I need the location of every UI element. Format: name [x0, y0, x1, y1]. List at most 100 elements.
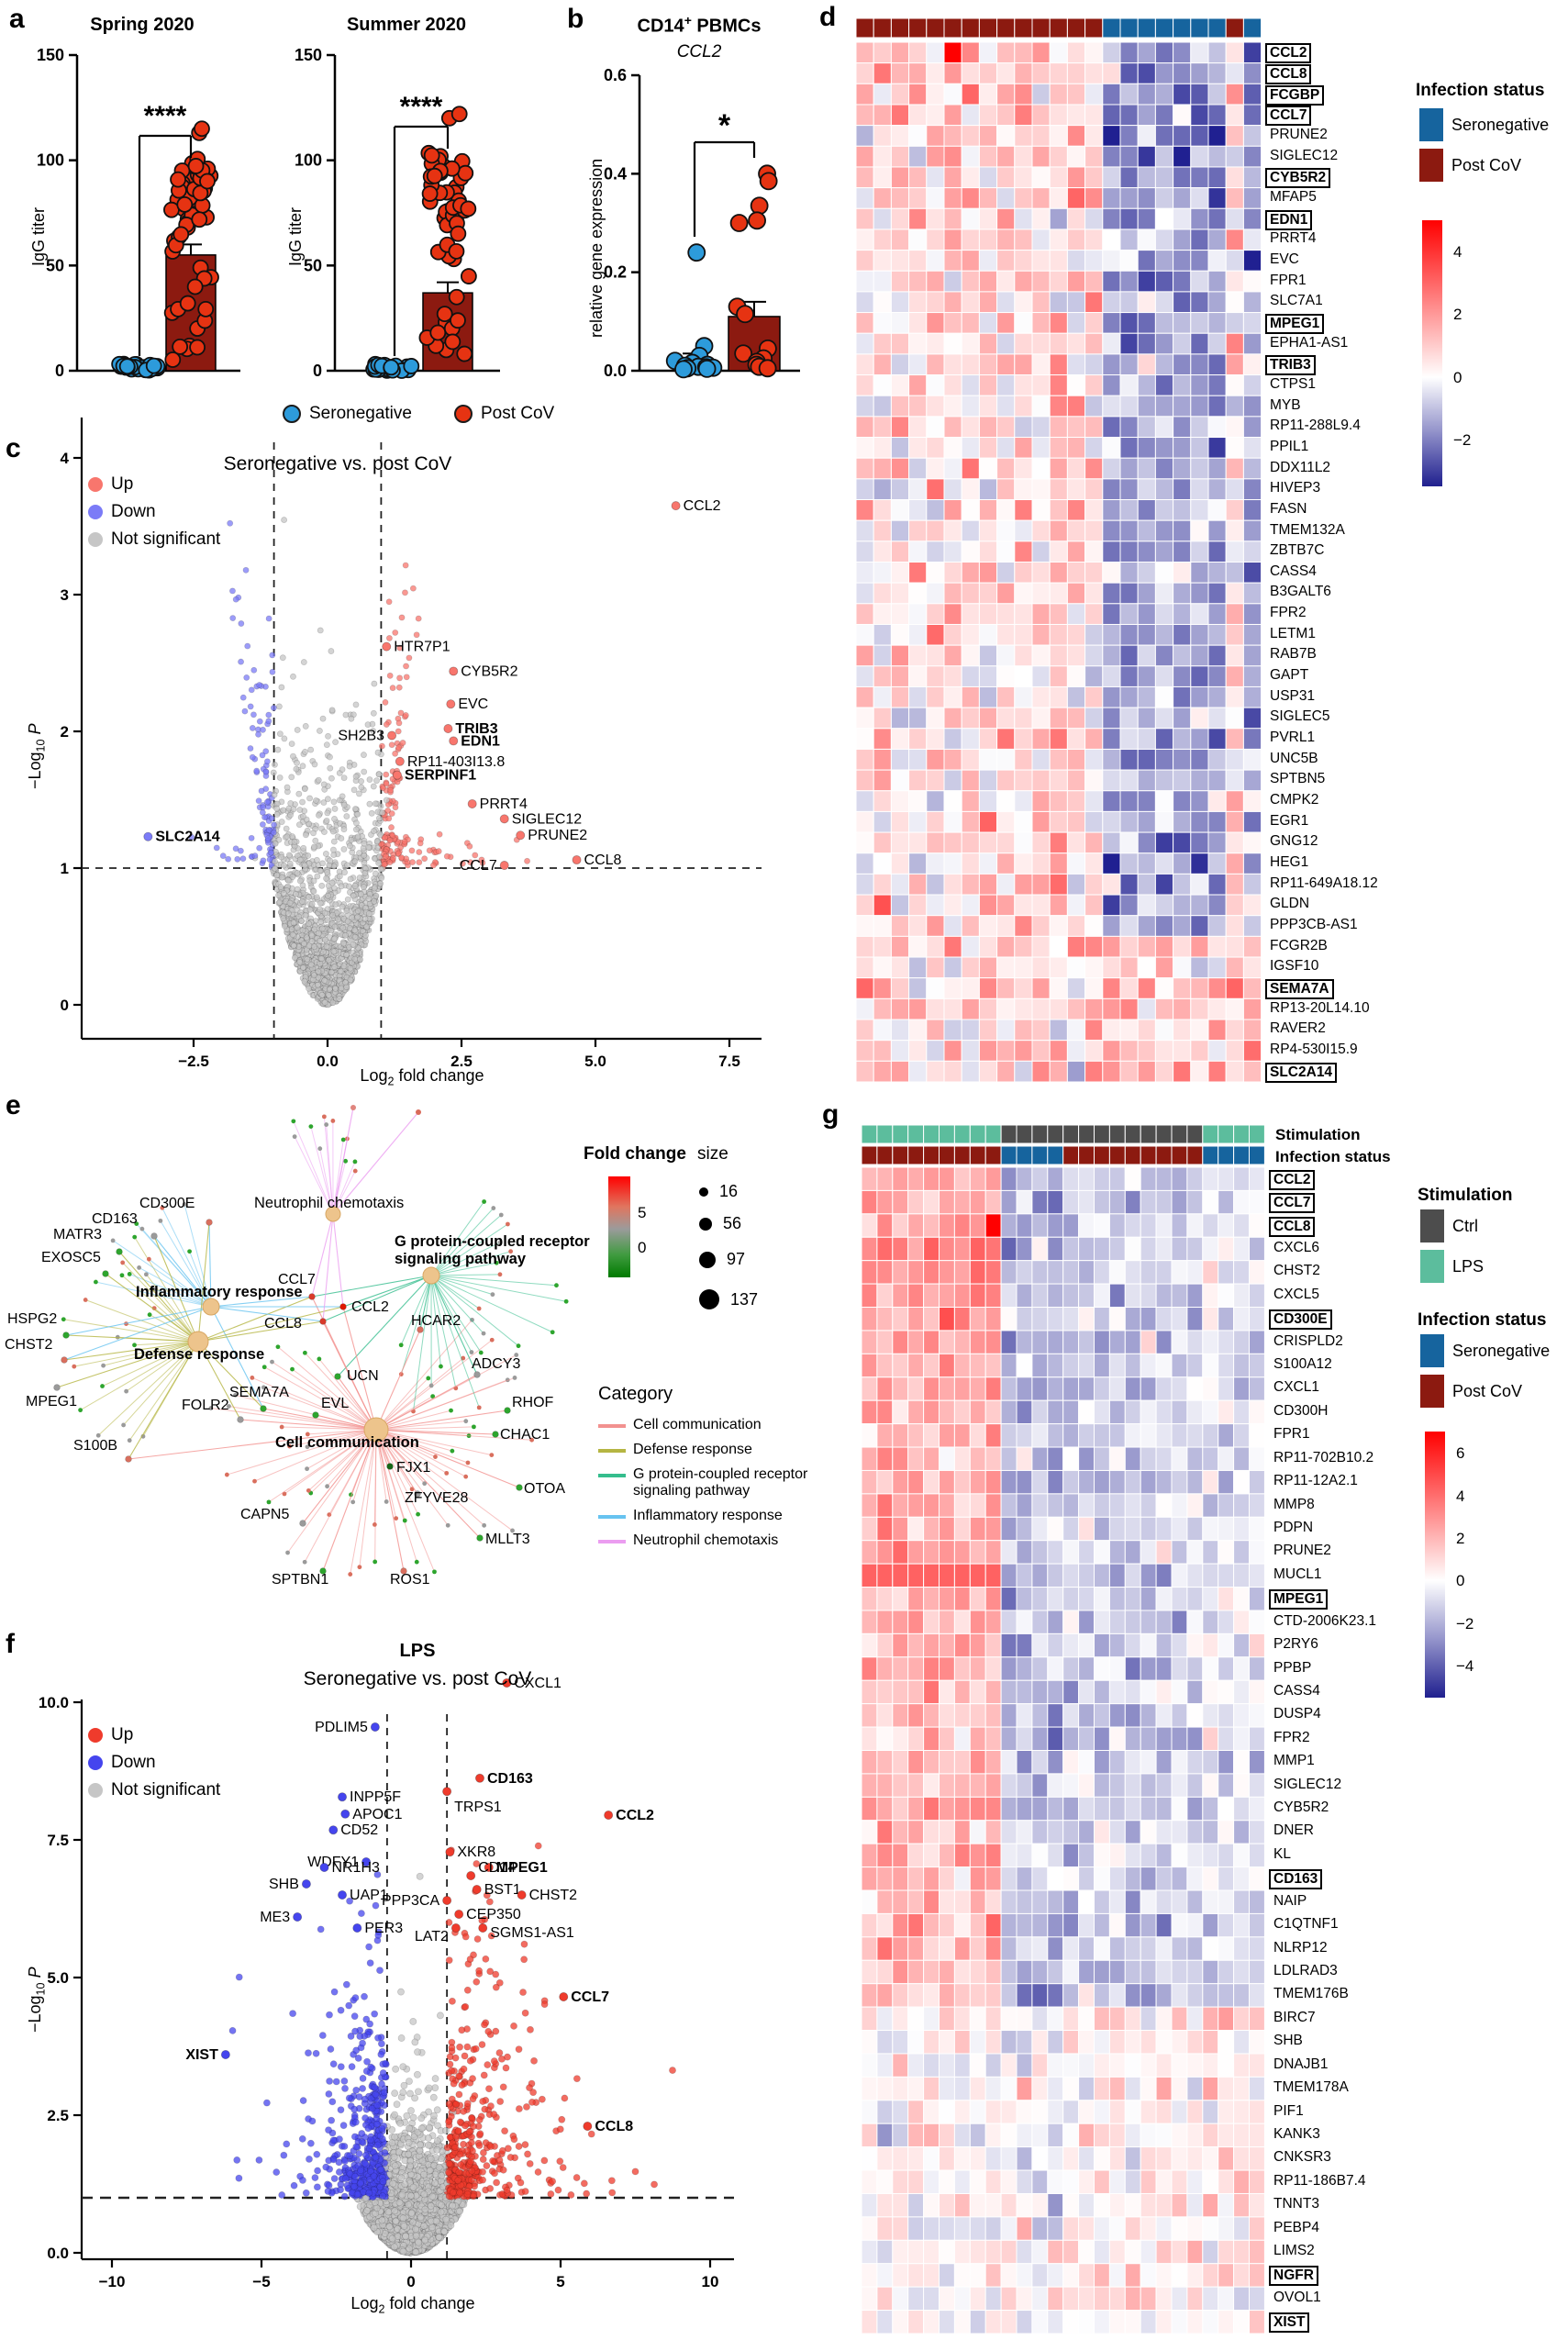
heatmap-gene-CNKSR3: CNKSR3	[1273, 2149, 1331, 2166]
network-gene-CCL8: CCL8	[264, 1316, 302, 1332]
heatmap-gene-GLDN: GLDN	[1270, 896, 1310, 912]
gene-label-CYB5R2: CYB5R2	[461, 663, 517, 679]
e-fold-tick-0: 0	[638, 1239, 647, 1256]
gene-label-PDLIM5: PDLIM5	[315, 1720, 368, 1735]
heatmap-gene-PRUNE2: PRUNE2	[1270, 126, 1328, 142]
panel-b: 0.0 0.2 0.4 0.6 *	[604, 66, 800, 380]
colorbar-tick: 4	[1453, 243, 1462, 262]
heatmap-gene-LETM1: LETM1	[1270, 625, 1316, 641]
heatmap-gene-TMEM178A: TMEM178A	[1273, 2079, 1349, 2096]
heatmap-gene-KL: KL	[1273, 1845, 1291, 1862]
hub-label-defense: Defense response	[134, 1346, 264, 1363]
heatmap-gene-PEBP4: PEBP4	[1273, 2219, 1319, 2235]
gene-label-CD52: CD52	[340, 1822, 378, 1838]
size-value: 97	[727, 1250, 746, 1268]
heatmap-gene-RP11-12A2.1: RP11-12A2.1	[1273, 1473, 1358, 1489]
heatmap-gene-RP13-20L14.10: RP13-20L14.10	[1270, 999, 1370, 1016]
gene-label-CCL2: CCL2	[616, 1808, 654, 1823]
c-xaxis-label: Log2 fold change	[360, 1066, 484, 1088]
label: 0	[55, 362, 64, 380]
network-gene-MLLT3: MLLT3	[485, 1532, 530, 1547]
heatmap-gene-PDPN: PDPN	[1273, 1520, 1314, 1535]
ctrl-swatch-icon	[1420, 1209, 1444, 1242]
network-gene-UCN: UCN	[347, 1368, 379, 1384]
heatmap-gene-NAIP: NAIP	[1273, 1892, 1307, 1909]
heatmap-gene-TNNT3: TNNT3	[1273, 2196, 1319, 2212]
seronegative-dot-icon	[283, 405, 301, 423]
heatmap-gene-HEG1: HEG1	[1270, 854, 1309, 871]
heatmap-gene-MPEG1: MPEG1	[1269, 1589, 1329, 1610]
heatmap-gene-TRIB3: TRIB3	[1265, 355, 1316, 376]
postcov-swatch-icon	[1420, 1375, 1444, 1408]
network-gene-EXOSC5: EXOSC5	[41, 1250, 101, 1265]
label: 0.0	[604, 362, 627, 380]
heatmap-gene-UNC5B: UNC5B	[1270, 750, 1318, 766]
hub-label-inflam: Inflammatory response	[136, 1284, 303, 1300]
category-item: Neutrophil chemotaxis	[598, 1532, 807, 1549]
heatmap-gene-CHST2: CHST2	[1273, 1263, 1320, 1279]
category-line-icon	[598, 1474, 626, 1477]
colorbar-tick: −2	[1453, 430, 1472, 449]
network-gene-CCL7: CCL7	[278, 1272, 316, 1287]
label: 50	[46, 256, 64, 274]
b-yaxis-label: relative gene expression	[587, 158, 606, 338]
label: 4	[61, 450, 70, 467]
gene-label-ME3: ME3	[260, 1910, 290, 1925]
gene-label-PRUNE2: PRUNE2	[528, 828, 587, 843]
panel-d-label: d	[819, 2, 837, 32]
heatmap-gene-MMP8: MMP8	[1273, 1496, 1315, 1512]
heatmap-gene-EDN1: EDN1	[1265, 209, 1313, 230]
heatmap-gene-CTD-2006K23.1: CTD-2006K23.1	[1273, 1612, 1377, 1629]
g-legend-post: Post CoV	[1420, 1375, 1522, 1408]
heatmap-gene-CXCL5: CXCL5	[1273, 1286, 1319, 1302]
heatmap-gene-CRISPLD2: CRISPLD2	[1273, 1332, 1343, 1349]
heatmap-gene-SHB: SHB	[1273, 2033, 1303, 2049]
gene-label-PRRT4: PRRT4	[480, 797, 528, 812]
network-gene-MATR3: MATR3	[53, 1227, 102, 1242]
colorbar-tick: 4	[1456, 1487, 1465, 1505]
heatmap-gene-CTPS1: CTPS1	[1270, 375, 1316, 392]
c-legend-ns: Not significant	[111, 529, 221, 549]
heatmap-gene-SIGLEC12: SIGLEC12	[1273, 1776, 1342, 1792]
postcov-label: Post CoV	[480, 404, 555, 423]
size-dot-icon	[699, 1289, 719, 1309]
heatmap-gene-FPR2: FPR2	[1273, 1729, 1310, 1745]
heatmap-gene-GAPT: GAPT	[1270, 667, 1309, 684]
colorbar-tick: 0	[1453, 368, 1462, 386]
g-colorbar	[1425, 1432, 1445, 1698]
e-category-legend: Cell communication Defense response G prot…	[598, 1417, 807, 1557]
gene-label-EVC: EVC	[458, 696, 488, 712]
e-foldchange-gradient	[608, 1176, 630, 1277]
heatmap-gene-RP4-530I15.9: RP4-530I15.9	[1270, 1042, 1358, 1057]
network-gene-HSPG2: HSPG2	[7, 1311, 57, 1327]
panel-f-label: f	[6, 1629, 15, 1659]
gene-label-CCL8: CCL8	[584, 852, 622, 868]
postcov-swatch-icon	[1419, 149, 1443, 182]
heatmap-gene-NGFR: NGFR	[1269, 2266, 1318, 2287]
heatmap-gene-EPHA1-AS1: EPHA1-AS1	[1270, 334, 1349, 351]
label: −2.5	[178, 1053, 209, 1070]
network-gene-ADCY3: ADCY3	[472, 1356, 520, 1372]
colorbar-tick: 2	[1453, 306, 1462, 324]
network-gene-OTOA: OTOA	[524, 1481, 565, 1497]
size-value: 16	[719, 1182, 739, 1200]
c-legend-up: Up	[111, 474, 134, 494]
heatmap-gene-SIGLEC5: SIGLEC5	[1270, 708, 1330, 725]
gene-label-EDN1: EDN1	[461, 733, 500, 749]
f-legend: Up Down Not significant	[88, 1725, 220, 1800]
label: 3	[61, 586, 69, 604]
label: 5.0	[47, 1969, 69, 1987]
heatmap-gene-CYB5R2: CYB5R2	[1273, 1800, 1329, 1816]
heatmap-gene-DNAJB1: DNAJB1	[1273, 2056, 1329, 2072]
seronegative-swatch-icon	[1419, 108, 1443, 141]
label: 2.5	[450, 1053, 473, 1070]
heatmap-gene-DDX11L2: DDX11L2	[1270, 459, 1331, 475]
heatmap-gene-PVRL1: PVRL1	[1270, 730, 1316, 746]
heatmap-gene-MPEG1: MPEG1	[1265, 313, 1325, 334]
label: 10.0	[39, 1694, 69, 1711]
panel-b-label: b	[567, 4, 584, 34]
panel-d	[855, 17, 1262, 1083]
heatmap-gene-RP11-702B10.2: RP11-702B10.2	[1273, 1449, 1374, 1465]
f-title: LPS	[399, 1641, 436, 1661]
